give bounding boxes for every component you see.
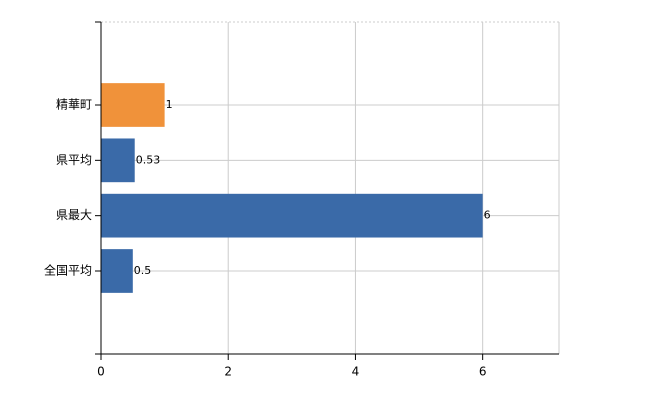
y-tick-label: 県平均	[56, 153, 92, 167]
x-tick-label: 6	[479, 365, 487, 379]
value-label: 0.5	[134, 264, 152, 277]
bar	[101, 138, 135, 183]
x-tick-label: 2	[224, 365, 232, 379]
value-label: 1	[166, 98, 173, 111]
value-label: 6	[484, 209, 491, 222]
bar	[101, 193, 483, 238]
x-tick-label: 0	[97, 365, 105, 379]
y-tick-label: 県最大	[56, 208, 92, 222]
y-tick-label: 精華町	[56, 98, 92, 112]
bar	[101, 83, 165, 127]
y-tick-label: 全国平均	[44, 263, 92, 278]
x-tick-label: 4	[352, 365, 360, 379]
value-label: 0.53	[136, 153, 161, 166]
bar	[101, 249, 133, 293]
